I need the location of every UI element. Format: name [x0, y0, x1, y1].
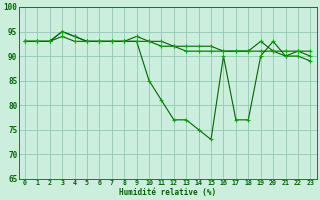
X-axis label: Humidité relative (%): Humidité relative (%): [119, 188, 216, 197]
